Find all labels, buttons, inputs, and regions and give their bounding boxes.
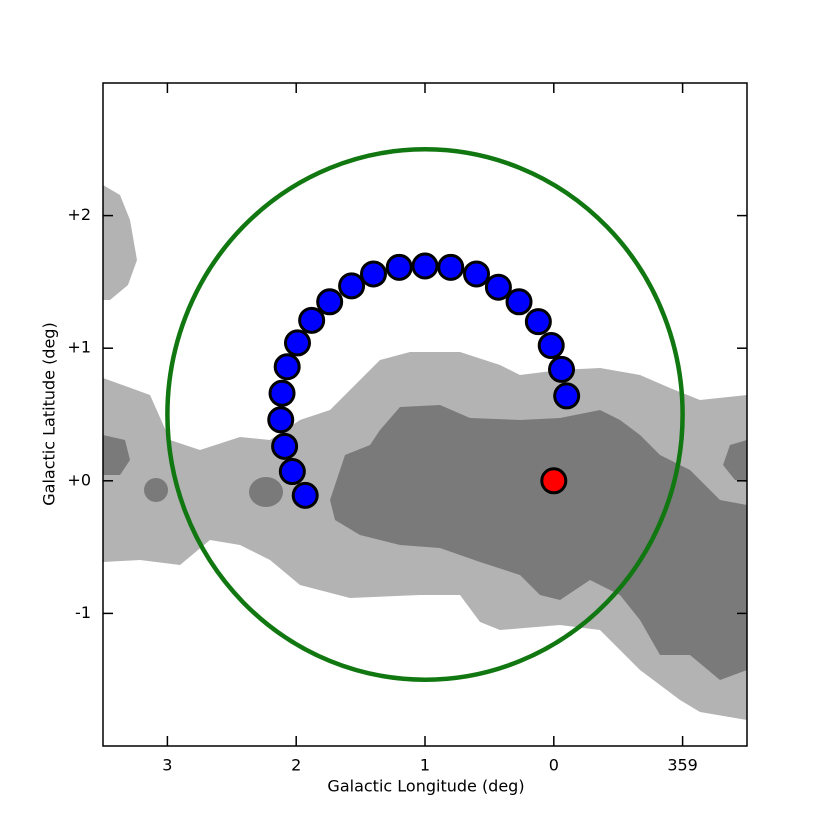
x-tick-label: 359	[667, 756, 698, 775]
point	[548, 355, 576, 383]
point	[411, 252, 439, 280]
point	[298, 306, 326, 334]
point	[463, 260, 491, 288]
point	[291, 481, 319, 509]
contour-light	[103, 185, 137, 300]
x-tick-label: 3	[162, 756, 172, 775]
point	[271, 432, 299, 460]
point	[537, 332, 565, 360]
contour-dark	[144, 478, 168, 502]
point	[484, 273, 512, 301]
point	[359, 260, 387, 288]
y-tick-label: -1	[75, 603, 91, 622]
point	[278, 458, 306, 486]
point	[316, 288, 344, 316]
region-circle	[165, 147, 685, 682]
contour-dark	[103, 435, 130, 475]
contour-dark	[330, 405, 747, 680]
point	[553, 382, 581, 410]
x-axis-label: Galactic Longitude (deg)	[327, 777, 524, 796]
contour-dark	[723, 440, 747, 482]
point	[267, 406, 295, 434]
point	[338, 272, 366, 300]
contour-dark	[249, 477, 283, 507]
point	[283, 329, 311, 357]
point	[505, 288, 533, 316]
x-tick-label: 2	[291, 756, 301, 775]
point	[524, 308, 552, 336]
point	[268, 379, 296, 407]
point	[273, 353, 301, 381]
y-axis-label: Galactic Latitude (deg)	[40, 322, 59, 505]
point	[540, 467, 568, 495]
x-tick-label: 0	[549, 756, 559, 775]
point	[437, 253, 465, 281]
y-tick-label: +1	[67, 338, 91, 357]
point	[385, 253, 413, 281]
x-tick-label: 1	[420, 756, 430, 775]
y-tick-label: +0	[67, 470, 91, 489]
contours	[103, 185, 747, 720]
y-tick-label: +2	[67, 205, 91, 224]
